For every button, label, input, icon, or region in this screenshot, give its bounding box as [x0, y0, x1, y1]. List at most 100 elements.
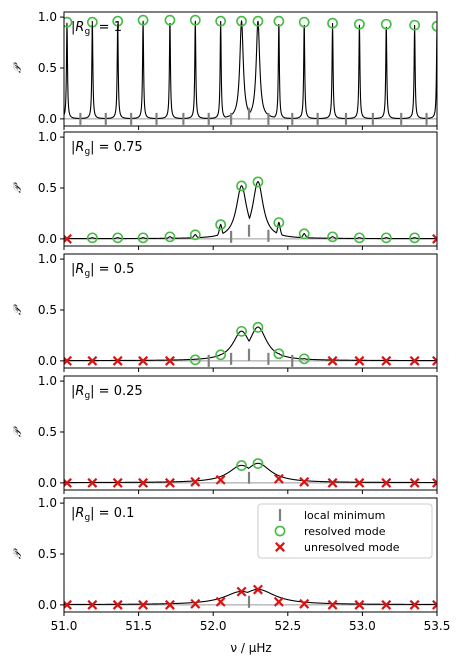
unresolved-mode-marker	[164, 599, 175, 610]
resolved-mode-marker	[298, 353, 310, 365]
unresolved-mode-marker	[381, 477, 392, 488]
resolved-mode-marker	[189, 229, 201, 241]
unresolved-mode-marker	[87, 599, 98, 610]
resolved-mode-marker	[409, 19, 421, 31]
x-tick-label: 53.0	[349, 619, 376, 633]
unresolved-mode-marker	[138, 477, 149, 488]
unresolved-mode-marker	[273, 473, 284, 484]
unresolved-mode-marker	[409, 355, 420, 366]
unresolved-mode-marker	[327, 355, 338, 366]
resolved-mode-marker	[236, 180, 247, 192]
axes-frame	[63, 253, 438, 369]
x-tick-label: 52.0	[200, 619, 227, 633]
resolved-mode-marker	[252, 176, 264, 188]
y-axis-label: 𝒫	[11, 182, 24, 193]
unresolved-mode-marker	[354, 477, 365, 488]
resolved-mode-marker	[236, 325, 247, 337]
unresolved-mode-marker	[409, 599, 420, 610]
resolved-mode-marker	[236, 460, 247, 471]
unresolved-mode-marker	[381, 355, 392, 366]
unresolved-mode-marker	[409, 477, 420, 488]
resolved-mode-marker	[380, 232, 392, 244]
y-tick-label: 0.0	[38, 476, 57, 490]
resolved-mode-marker	[137, 232, 149, 244]
panel-label: |Rg| = 1	[71, 20, 122, 37]
resolved-mode-marker	[252, 15, 264, 27]
unresolved-mode-marker	[432, 599, 437, 610]
legend-box	[257, 503, 433, 559]
x-axis-label: ν / μHz	[230, 641, 271, 655]
unresolved-mode-marker	[252, 584, 263, 595]
unresolved-mode-marker	[87, 355, 98, 366]
unresolved-mode-marker	[164, 355, 175, 366]
unresolved-mode-marker	[112, 355, 123, 366]
unresolved-mode-marker	[112, 477, 123, 488]
resolved-mode-marker	[112, 15, 124, 27]
panel-5: 0.0 0.5 1.0 𝒫 51.0 51.5 52.0 52.5 53.0 53.5 |Rg| =…	[11, 496, 450, 633]
panel-label: |Rg| = 0.1	[71, 506, 134, 523]
plot-area	[64, 321, 437, 367]
unresolved-mode-marker	[190, 598, 201, 609]
panel-label: |Rg| = 0.75	[71, 140, 143, 157]
resolved-mode-marker	[215, 349, 227, 361]
resolved-mode-marker	[86, 232, 98, 244]
unresolved-mode-marker	[327, 599, 338, 610]
panel-1: 0.0 0.5 1.0 𝒫 |Rg| = 1	[11, 10, 438, 130]
power-curve	[64, 19, 437, 120]
resolved-mode-marker	[354, 232, 365, 244]
y-tick-label: 0.5	[38, 547, 57, 561]
y-tick-label: 0.5	[38, 425, 57, 439]
y-tick-label: 0.0	[38, 598, 57, 612]
panel-label: |Rg| = 0.5	[71, 262, 134, 279]
legend-label-local_minimum: local minimum	[304, 509, 385, 522]
axes-frame	[63, 375, 438, 491]
resolved-mode-marker	[164, 231, 176, 243]
resolved-mode-marker	[64, 16, 73, 28]
y-tick-label: 0.5	[38, 303, 57, 317]
unresolved-mode-marker	[432, 355, 437, 366]
unresolved-mode-marker	[354, 599, 365, 610]
unresolved-mode-marker	[354, 355, 365, 366]
unresolved-mode-marker	[327, 477, 338, 488]
plot-area	[64, 458, 437, 488]
resolved-mode-marker	[189, 14, 201, 26]
unresolved-mode-marker	[215, 474, 226, 485]
unresolved-mode-marker	[138, 599, 149, 610]
x-tick-label: 51.0	[51, 619, 78, 633]
resolved-mode-marker	[273, 217, 285, 228]
resolved-mode-marker	[189, 354, 201, 366]
plot-area	[64, 176, 437, 244]
y-tick-label: 1.0	[38, 496, 57, 510]
y-tick-label: 0.5	[38, 61, 57, 75]
legend-label-resolved: resolved mode	[304, 525, 386, 538]
panel-4: 0.0 0.5 1.0 𝒫 |Rg| = 0.25	[11, 374, 438, 494]
x-tick-label: 51.5	[125, 619, 152, 633]
resolved-mode-marker	[112, 232, 124, 244]
unresolved-mode-marker	[299, 598, 310, 609]
unresolved-mode-marker	[138, 355, 149, 366]
resolved-mode-marker	[327, 17, 338, 29]
resolved-mode-marker	[252, 458, 264, 469]
legend: local minimum resolved mode unresolved mod…	[257, 503, 433, 559]
unresolved-mode-marker	[215, 596, 226, 607]
unresolved-mode-marker	[190, 476, 201, 487]
resolved-mode-marker	[252, 321, 264, 333]
resolved-mode-marker	[273, 348, 285, 360]
resolved-mode-marker	[298, 228, 310, 240]
power-curve	[64, 181, 437, 240]
resolved-mode-marker	[354, 18, 365, 30]
axes-frame	[63, 497, 438, 613]
resolved-mode-marker	[215, 219, 227, 231]
unresolved-mode-marker	[112, 599, 123, 610]
resolved-mode-marker	[298, 16, 310, 28]
resolved-mode-marker	[215, 15, 227, 27]
resolved-mode-marker	[327, 231, 338, 243]
axes-frame	[63, 131, 438, 247]
unresolved-mode-marker	[236, 586, 247, 597]
x-tick-label: 52.5	[274, 619, 301, 633]
power-curve	[64, 326, 437, 362]
power-curve	[64, 462, 437, 484]
resolved-mode-marker	[409, 232, 421, 244]
resolved-mode-marker	[86, 16, 98, 28]
